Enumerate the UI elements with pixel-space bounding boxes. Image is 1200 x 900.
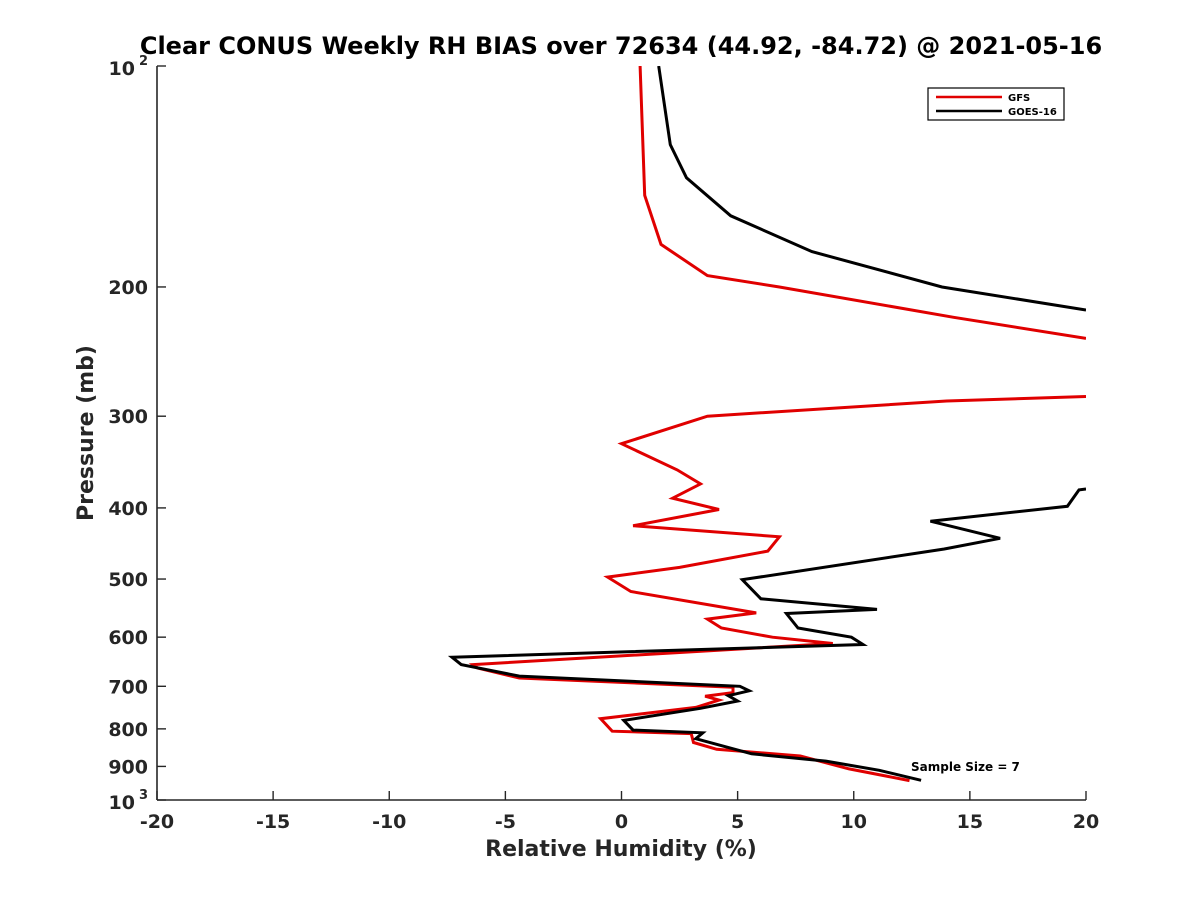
x-tick-label: 20 — [1073, 811, 1099, 833]
x-tick-label: 5 — [731, 811, 744, 833]
y-tick-label: 500 — [108, 569, 148, 591]
x-tick-label: 10 — [841, 811, 867, 833]
y-tick-label: 800 — [108, 719, 148, 741]
series-line-goes-16-segment-1 — [657, 66, 1086, 312]
y-tick-label: 900 — [108, 756, 148, 778]
x-tick-label: -20 — [140, 811, 174, 833]
legend-label-gfs: GFS — [1008, 93, 1030, 104]
series-line-gfs-segment-2 — [468, 395, 1086, 783]
y-tick-label: 300 — [108, 406, 148, 428]
y-tick-label: 600 — [108, 627, 148, 649]
chart-title: Clear CONUS Weekly RH BIAS over 72634 (4… — [140, 32, 1102, 60]
y-tick-label: 400 — [108, 498, 148, 520]
y-tick-label-exponent: 2 — [139, 54, 148, 69]
x-tick-label: -10 — [372, 811, 406, 833]
series-line-goes-16-segment-2 — [447, 487, 1086, 782]
y-tick-label: 10 — [109, 792, 135, 814]
x-tick-label: -15 — [256, 811, 290, 833]
series-layer — [447, 66, 1086, 783]
x-tick-label: 15 — [957, 811, 983, 833]
x-axis-label: Relative Humidity (%) — [485, 837, 757, 862]
y-tick-label: 200 — [108, 277, 148, 299]
x-tick-label: 0 — [615, 811, 628, 833]
y-tick-label-exponent: 3 — [139, 788, 148, 803]
x-tick-label: -5 — [495, 811, 516, 833]
legend-label-goes16: GOES-16 — [1008, 107, 1057, 118]
legend-box — [927, 87, 1065, 121]
series-line-gfs-segment-1 — [638, 66, 1086, 340]
axes — [156, 66, 1086, 801]
legend: GFS GOES-16 — [927, 87, 1065, 121]
y-axis-label: Pressure (mb) — [74, 345, 99, 521]
y-tick-label: 10 — [109, 58, 135, 80]
ticks: -20 -15 -10 -5 0 5 10 15 20 10 2 200 300 400 500 600 700… — [108, 54, 1099, 833]
y-tick-label: 700 — [108, 676, 148, 698]
sample-size-annotation: Sample Size = 7 — [911, 760, 1020, 774]
